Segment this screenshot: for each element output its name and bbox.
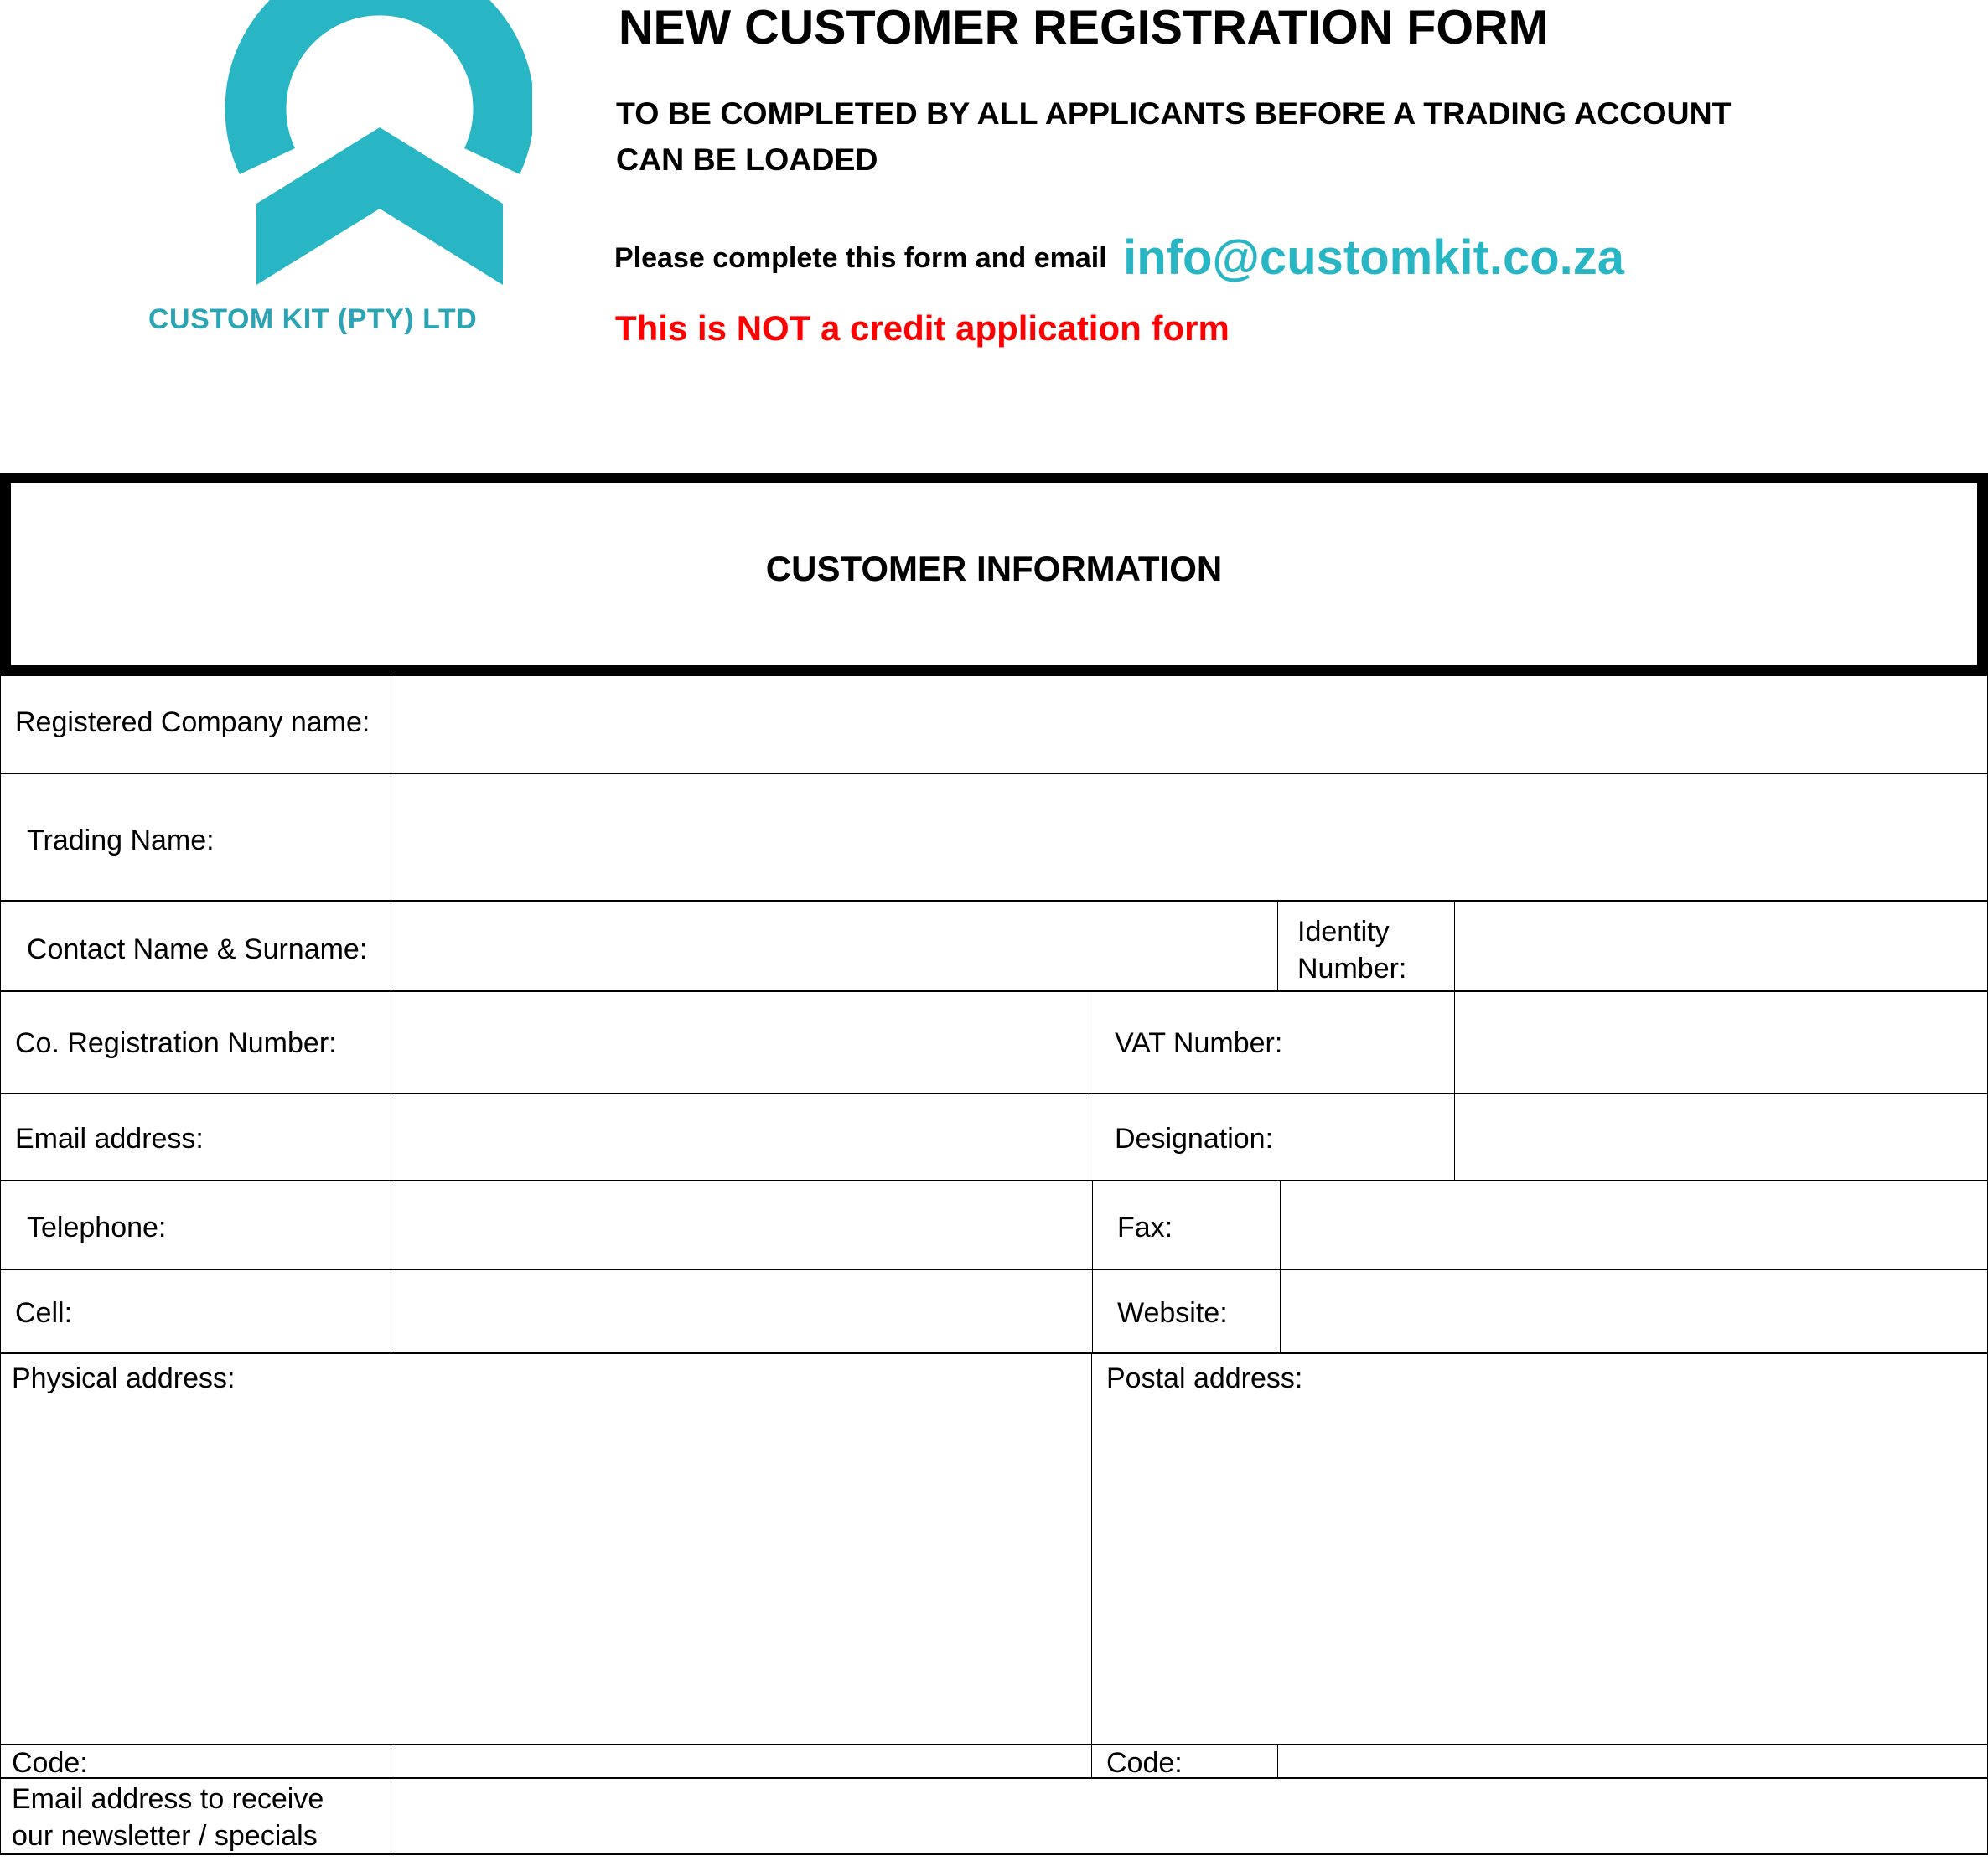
svg-text:CUSTOM KIT (PTY) LTD: CUSTOM KIT (PTY) LTD: [148, 303, 477, 335]
